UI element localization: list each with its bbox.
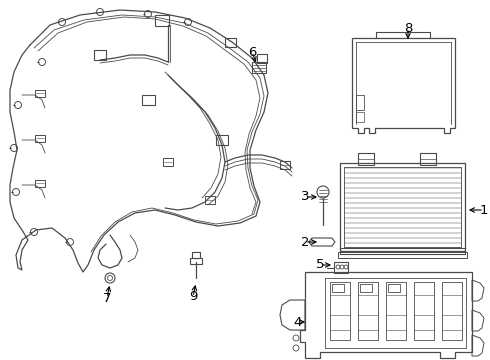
Text: 4: 4 (294, 315, 302, 328)
Bar (35, 180, 45, 187)
Bar (155, 15, 169, 26)
Bar (358, 153, 374, 165)
Bar (332, 284, 344, 292)
Bar (344, 167, 461, 247)
Bar (205, 196, 215, 204)
Bar (356, 112, 364, 122)
Bar (340, 163, 465, 251)
Bar (386, 282, 406, 340)
Bar (94, 50, 106, 60)
Bar (334, 262, 348, 273)
Bar (420, 153, 436, 159)
Bar (252, 62, 266, 73)
Bar (442, 282, 462, 340)
Bar (35, 90, 45, 97)
Bar (358, 153, 374, 159)
Bar (360, 284, 372, 292)
Bar (330, 282, 350, 340)
Bar (338, 252, 467, 258)
Bar (388, 284, 400, 292)
Text: 5: 5 (316, 258, 324, 271)
Bar (35, 135, 45, 142)
Bar (190, 258, 202, 264)
Bar (420, 153, 436, 165)
Text: 8: 8 (404, 22, 412, 35)
Bar (358, 282, 378, 340)
Text: 6: 6 (248, 45, 256, 58)
Bar (280, 161, 290, 169)
Text: 3: 3 (301, 190, 309, 203)
Bar (216, 135, 228, 145)
Bar (414, 282, 434, 340)
Text: 2: 2 (301, 235, 309, 248)
Bar (356, 95, 364, 110)
Bar (340, 248, 465, 254)
Bar (142, 95, 155, 105)
Text: 1: 1 (480, 203, 488, 216)
Bar (163, 158, 173, 166)
Text: 9: 9 (189, 291, 197, 303)
Bar (192, 252, 200, 258)
Bar (225, 38, 236, 47)
Bar (257, 54, 267, 63)
Text: 7: 7 (103, 292, 111, 305)
